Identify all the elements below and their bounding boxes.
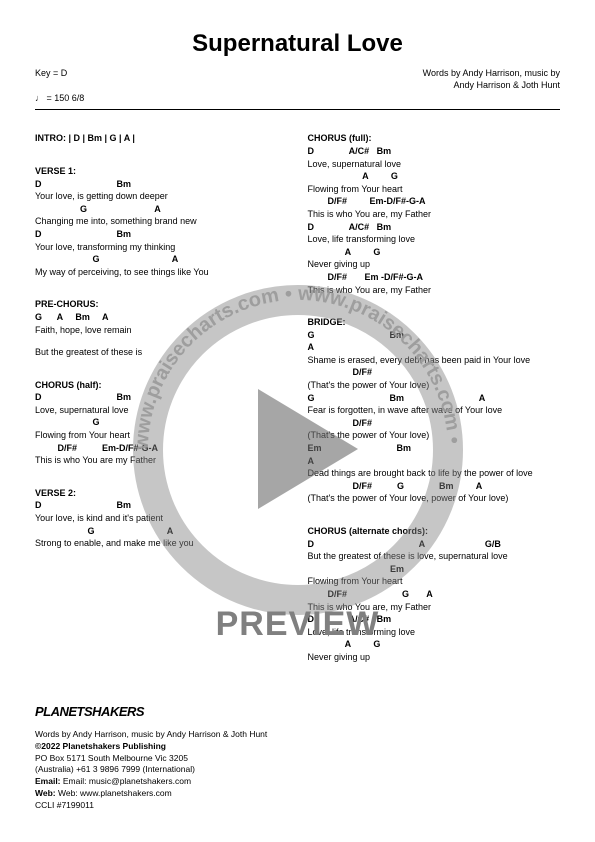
lyric-line: Your love, transforming my thinking (35, 241, 288, 254)
lyric-line: Never giving up (308, 258, 561, 271)
tempo-label: ♩ = 150 6/8 (35, 93, 560, 103)
bridge-title: BRIDGE: (308, 316, 561, 329)
chord-line: D A/C# Bm (308, 613, 561, 626)
lyric-line: Dead things are brought back to life by … (308, 467, 561, 480)
chord-line: D A G/B (308, 538, 561, 551)
chord-line: Em Bm (308, 442, 561, 455)
lyric-line: Fear is forgotten, in wave after wave of… (308, 404, 561, 417)
chord-line: D/F# Em -D/F#-G-A (308, 271, 561, 284)
footer-line: CCLI #7199011 (35, 800, 560, 812)
lyric-line: My way of perceiving, to see things like… (35, 266, 288, 279)
chord-line: D Bm (35, 391, 288, 404)
chorus-alt-title: CHORUS (alternate chords): (308, 525, 561, 538)
lyric-line: This is who You are my Father (35, 454, 288, 467)
verse2-title: VERSE 2: (35, 487, 288, 500)
chord-line: G A (35, 203, 288, 216)
chord-line: A G (308, 246, 561, 259)
lyric-line: Love, supernatural love (308, 158, 561, 171)
lyric-line: (That's the power of Your love, power of… (308, 492, 561, 505)
lyric-line: Love, life transforming love (308, 233, 561, 246)
footer-line: Words by Andy Harrison, music by Andy Ha… (35, 729, 560, 741)
footer-line: Email: Email: music@planetshakers.com (35, 776, 560, 788)
chord-line: G A (35, 253, 288, 266)
chord-line: D/F# Em-D/F#-G-A (308, 195, 561, 208)
lyric-line: (That's the power of Your love) (308, 429, 561, 442)
chord-line: D Bm (35, 499, 288, 512)
chord-line: D/F# Em-D/F#-G-A (35, 442, 288, 455)
key-label: Key = D (35, 68, 67, 78)
footer: PLANETSHAKERS Words by Andy Harrison, mu… (35, 703, 560, 812)
chord-line: Em (308, 563, 561, 576)
lyric-line: Changing me into, something brand new (35, 215, 288, 228)
lyric-line: Never giving up (308, 651, 561, 664)
chord-line: D/F# G A (308, 588, 561, 601)
lyric-line: Your love, is kind and it's patient (35, 512, 288, 525)
credits-line1: Words by Andy Harrison, music by (423, 68, 560, 80)
chord-line: G A Bm A (35, 311, 288, 324)
chord-line: A G (308, 170, 561, 183)
lyric-line: Strong to enable, and make me like you (35, 537, 288, 550)
lyric-line: Love, life transforming love (308, 626, 561, 639)
verse1-title: VERSE 1: (35, 165, 288, 178)
left-column: INTRO: | D | Bm | G | A | VERSE 1: D Bm … (35, 122, 288, 663)
right-column: CHORUS (full): D A/C# Bm Love, supernatu… (308, 122, 561, 663)
credits: Words by Andy Harrison, music by Andy Ha… (423, 68, 560, 91)
footer-line: ©2022 Planetshakers Publishing (35, 741, 560, 753)
lyric-line: Faith, hope, love remain (35, 324, 288, 337)
chorus-half-title: CHORUS (half): (35, 379, 288, 392)
chord-line: A (308, 341, 561, 354)
chord-line: G Bm (308, 329, 561, 342)
lyric-line: Flowing from Your heart (308, 183, 561, 196)
chord-line: D/F# G Bm A (308, 480, 561, 493)
chord-line: D Bm (35, 178, 288, 191)
chord-line: G Bm A (308, 392, 561, 405)
lyric-line: But the greatest of these is love, super… (308, 550, 561, 563)
chorus-full-title: CHORUS (full): (308, 132, 561, 145)
prechorus-title: PRE-CHORUS: (35, 298, 288, 311)
song-title: Supernatural Love (35, 30, 560, 58)
content-columns: INTRO: | D | Bm | G | A | VERSE 1: D Bm … (35, 122, 560, 663)
lyric-line: Love, supernatural love (35, 404, 288, 417)
chord-line: D/F# (308, 366, 561, 379)
lyric-line: But the greatest of these is (35, 346, 288, 359)
divider (35, 109, 560, 110)
chord-line: D/F# (308, 417, 561, 430)
footer-logo: PLANETSHAKERS (35, 703, 560, 721)
footer-line: (Australia) +61 3 9896 7999 (Internation… (35, 764, 560, 776)
intro-title: INTRO: | D | Bm | G | A | (35, 132, 288, 145)
chord-line: A (308, 455, 561, 468)
lyric-line: This is who You are, my Father (308, 284, 561, 297)
chord-line: D Bm (35, 228, 288, 241)
footer-line: PO Box 5171 South Melbourne Vic 3205 (35, 753, 560, 765)
chord-line: G (35, 416, 288, 429)
chord-line: D A/C# Bm (308, 221, 561, 234)
lyric-line: This is who You are, my Father (308, 601, 561, 614)
lyric-line: Your love, is getting down deeper (35, 190, 288, 203)
lyric-line: This is who You are, my Father (308, 208, 561, 221)
lyric-line: Flowing from Your heart (35, 429, 288, 442)
credits-line2: Andy Harrison & Joth Hunt (423, 80, 560, 92)
lyric-line: Shame is erased, every debt has been pai… (308, 354, 561, 367)
chord-line: A G (308, 638, 561, 651)
meta-row: Key = D Words by Andy Harrison, music by… (35, 68, 560, 91)
footer-line: Web: Web: www.planetshakers.com (35, 788, 560, 800)
lyric-line: Flowing from Your heart (308, 575, 561, 588)
chord-line: G A (35, 525, 288, 538)
chord-line: D A/C# Bm (308, 145, 561, 158)
lyric-line: (That's the power of Your love) (308, 379, 561, 392)
